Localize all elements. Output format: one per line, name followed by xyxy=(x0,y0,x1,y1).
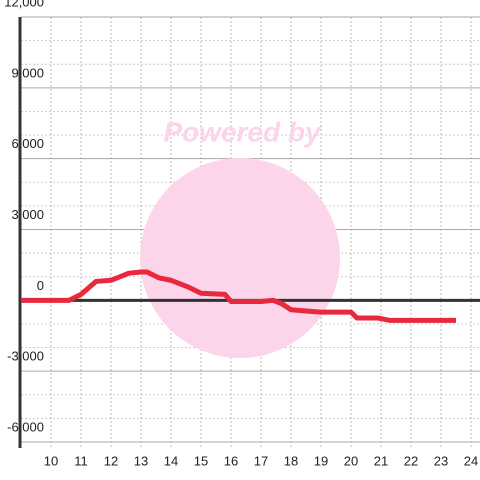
x-tick-label: 16 xyxy=(224,453,238,468)
watermark-text: Powered by xyxy=(163,116,322,147)
y-tick-label: 3,000 xyxy=(11,207,44,222)
y-tick-label: 0 xyxy=(37,278,44,293)
x-tick-label: 15 xyxy=(194,453,208,468)
x-tick-label: 24 xyxy=(464,453,478,468)
x-tick-label: 20 xyxy=(344,453,358,468)
x-tick-label: 23 xyxy=(434,453,448,468)
x-tick-label: 21 xyxy=(374,453,388,468)
x-tick-label: 18 xyxy=(284,453,298,468)
x-tick-label: 12 xyxy=(104,453,118,468)
x-tick-label: 10 xyxy=(44,453,58,468)
y-tick-label: -3,000 xyxy=(7,349,44,364)
x-tick-label: 13 xyxy=(134,453,148,468)
y-tick-label: 9,000 xyxy=(11,65,44,80)
x-tick-label: 11 xyxy=(74,453,88,468)
y-tick-label: -6,000 xyxy=(7,419,44,434)
data-line xyxy=(21,269,456,323)
x-tick-label: 14 xyxy=(164,453,178,468)
y-tick-label: 6,000 xyxy=(11,136,44,151)
x-tick-label: 19 xyxy=(314,453,328,468)
x-tick-label: 17 xyxy=(254,453,268,468)
y-tick-label: 12,000 xyxy=(4,0,44,9)
x-tick-label: 22 xyxy=(404,453,418,468)
watermark-logo xyxy=(140,158,340,358)
